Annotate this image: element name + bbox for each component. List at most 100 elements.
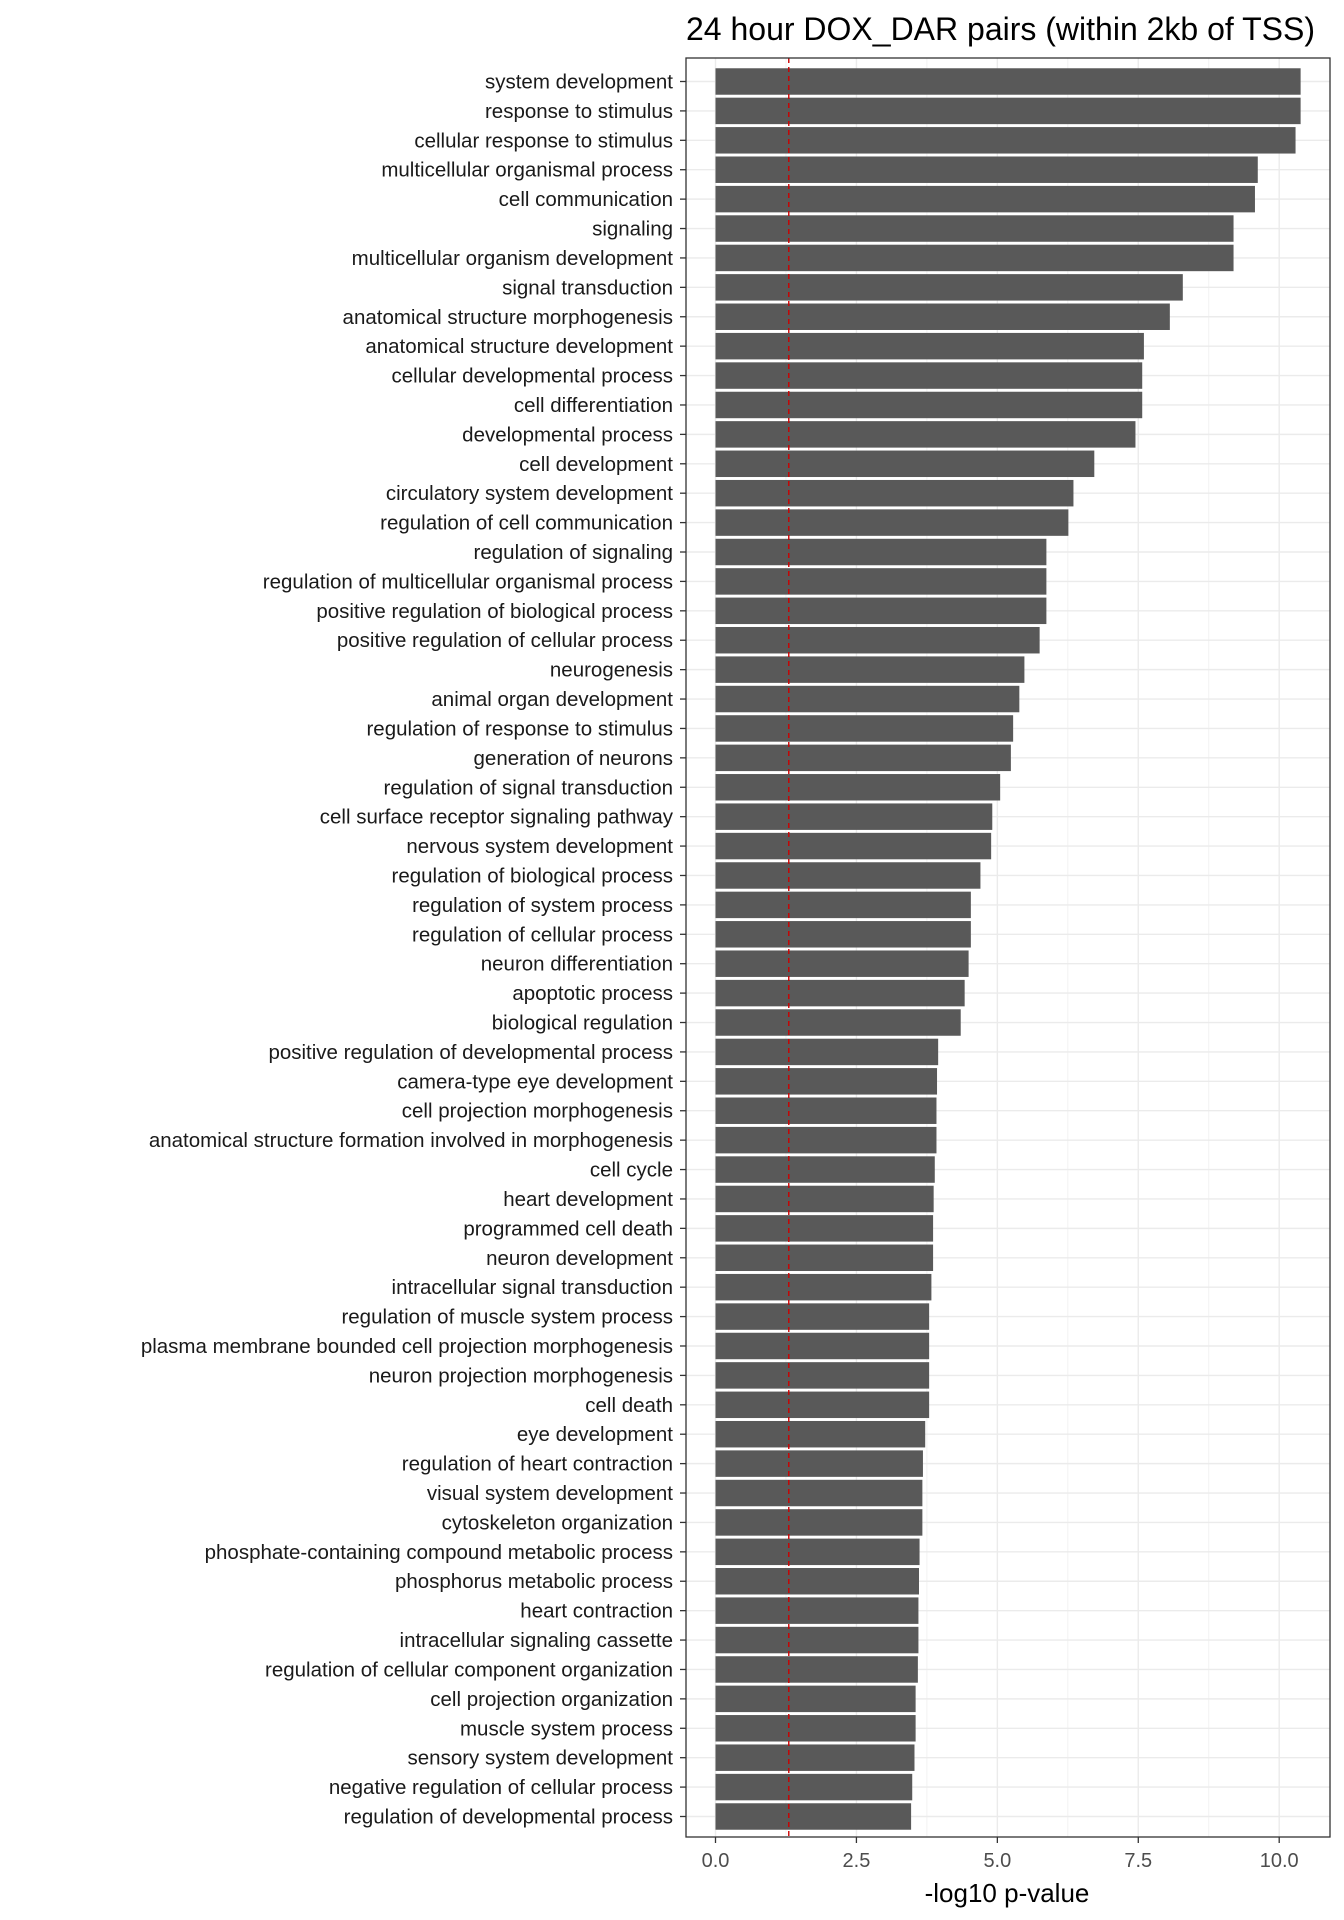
bar — [715, 891, 971, 919]
bar — [715, 921, 971, 948]
category-label: regulation of system process — [412, 894, 673, 917]
x-tick-label: 7.5 — [1124, 1850, 1152, 1872]
bar — [715, 1362, 930, 1389]
bar — [715, 391, 1143, 419]
category-label: cellular response to stimulus — [414, 129, 673, 152]
category-label: eye development — [517, 1423, 673, 1446]
category-label: programmed cell death — [463, 1217, 673, 1240]
bar — [715, 685, 1020, 713]
category-label: phosphorus metabolic process — [395, 1570, 673, 1593]
bar — [715, 1450, 923, 1477]
bar — [715, 597, 1047, 625]
category-label: positive regulation of developmental pro… — [268, 1041, 673, 1064]
bar — [715, 1068, 938, 1095]
category-label: anatomical structure morphogenesis — [343, 306, 673, 329]
bar — [715, 1126, 937, 1154]
bar — [715, 1303, 930, 1330]
category-label: circulatory system development — [386, 482, 673, 505]
category-label: regulation of signaling — [474, 541, 673, 564]
category-label: regulation of biological process — [392, 864, 673, 887]
bar — [715, 479, 1074, 507]
category-label: regulation of signal transduction — [384, 776, 673, 799]
category-label: developmental process — [462, 423, 673, 446]
category-label: cell cycle — [590, 1159, 673, 1182]
category-label: cell death — [585, 1394, 673, 1417]
category-label: response to stimulus — [485, 100, 673, 123]
bar — [715, 303, 1170, 330]
bar — [715, 1509, 923, 1536]
category-label: nervous system development — [406, 835, 673, 858]
category-label: cell communication — [499, 188, 673, 211]
category-label: positive regulation of biological proces… — [316, 600, 673, 623]
bar — [715, 68, 1301, 95]
bar — [715, 626, 1040, 654]
category-label: neurogenesis — [550, 659, 673, 682]
bar — [715, 1038, 939, 1066]
bar — [715, 450, 1095, 478]
category-label: neuron projection morphogenesis — [369, 1364, 673, 1387]
category-label: cell development — [519, 453, 673, 476]
category-label: visual system development — [427, 1482, 673, 1505]
bar — [715, 1538, 920, 1566]
bar — [715, 1626, 919, 1654]
bar — [715, 1391, 930, 1419]
bar — [715, 1009, 961, 1036]
category-label: heart contraction — [520, 1600, 673, 1623]
category-label: anatomical structure development — [365, 335, 673, 358]
category-label: regulation of cellular component organiz… — [265, 1658, 673, 1681]
bar — [715, 1097, 937, 1124]
bar — [715, 185, 1255, 213]
category-label: regulation of cellular process — [412, 923, 673, 946]
x-tick-label: 10.0 — [1260, 1850, 1299, 1872]
category-label: system development — [485, 71, 673, 94]
bar — [715, 979, 965, 1007]
category-label: camera-type eye development — [397, 1070, 673, 1093]
category-label: regulation of response to stimulus — [366, 717, 673, 740]
bar — [715, 774, 1001, 801]
x-axis-ticks: 0.0 2.5 5.0 7.5 10.0 — [702, 1837, 1299, 1872]
category-label: cell surface receptor signaling pathway — [320, 806, 674, 829]
bar — [715, 1597, 919, 1624]
bar — [715, 1420, 926, 1448]
category-label: neuron development — [486, 1247, 673, 1270]
bar — [715, 538, 1047, 566]
bar — [715, 1244, 934, 1272]
x-tick-label: 2.5 — [843, 1850, 871, 1872]
category-label: negative regulation of cellular process — [329, 1776, 673, 1799]
bars — [715, 68, 1301, 1830]
bar — [715, 862, 981, 889]
bar — [715, 1156, 935, 1183]
category-label: muscle system process — [460, 1717, 673, 1740]
category-label: apoptotic process — [512, 982, 673, 1005]
category-label: cytoskeleton organization — [442, 1511, 673, 1534]
category-label: cell projection organization — [430, 1688, 673, 1711]
bar — [715, 1685, 916, 1713]
bar — [715, 1803, 912, 1830]
bar — [715, 127, 1296, 154]
category-label: cell differentiation — [514, 394, 673, 417]
category-label: heart development — [503, 1188, 673, 1211]
bar — [715, 1656, 918, 1683]
category-label: regulation of multicellular organismal p… — [263, 570, 673, 593]
bar — [715, 744, 1011, 772]
bar — [715, 1185, 934, 1213]
bar — [715, 1215, 934, 1242]
x-tick-label: 0.0 — [702, 1850, 730, 1872]
bar — [715, 215, 1234, 242]
chart-title: 24 hour DOX_DAR pairs (within 2kb of TSS… — [686, 11, 1315, 47]
category-label: multicellular organism development — [352, 247, 674, 270]
bar — [715, 1273, 932, 1301]
bar — [715, 1479, 923, 1507]
bar — [715, 362, 1143, 389]
x-tick-label: 5.0 — [983, 1850, 1011, 1872]
bar — [715, 832, 992, 860]
bar — [715, 568, 1047, 595]
bar — [715, 1773, 913, 1801]
bar — [715, 274, 1183, 301]
bar — [715, 1715, 916, 1742]
bar — [715, 421, 1136, 448]
bar — [715, 1568, 919, 1595]
bar — [715, 715, 1014, 742]
category-labels: system development response to stimulus ce… — [141, 71, 686, 1829]
